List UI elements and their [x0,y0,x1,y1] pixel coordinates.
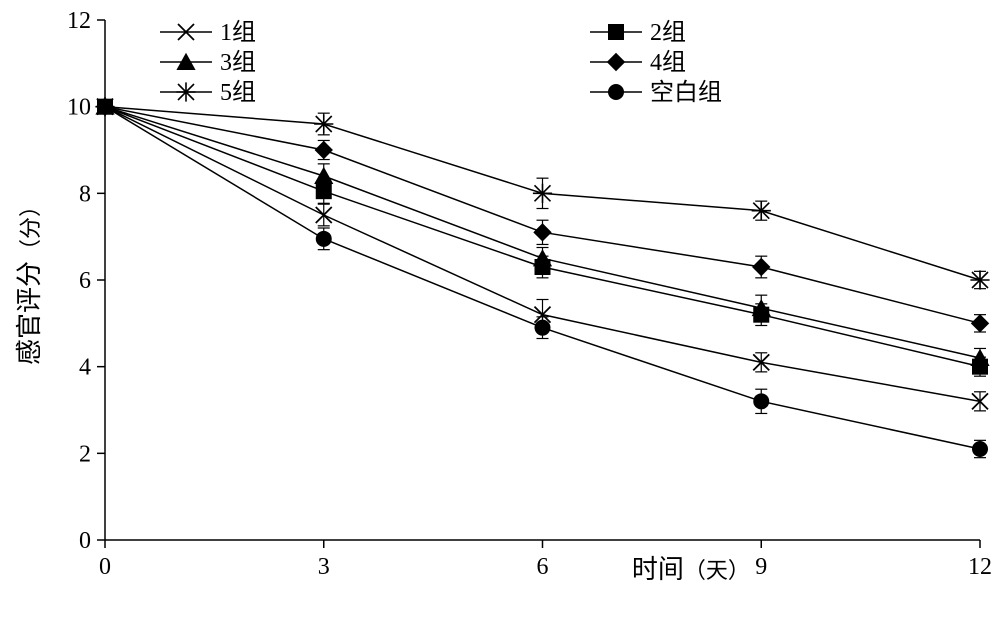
x-axis-title: 时间（天） [632,555,750,584]
marker-diamond [315,141,333,159]
legend-label-s3: 3组 [220,49,256,76]
marker-square [316,183,332,199]
y-tick-label: 12 [67,8,91,34]
marker-circle [753,393,769,409]
legend-label-s1: 1组 [220,19,256,46]
legend-label-s2: 2组 [650,19,686,46]
marker-circle [608,84,624,100]
x-tick-label: 9 [755,554,767,580]
y-axis-title: 感官评分（分） [15,195,44,365]
legend-label-s6: 空白组 [650,79,722,106]
marker-asterisk [314,114,333,133]
marker-circle [316,231,332,247]
marker-diamond [752,258,770,276]
x-tick-label: 0 [99,554,111,580]
x-tick-label: 3 [318,554,330,580]
y-tick-label: 8 [79,181,91,207]
marker-triangle [533,249,552,266]
marker-circle [972,441,988,457]
y-tick-label: 0 [79,528,91,554]
marker-circle [97,99,113,115]
marker-diamond [533,223,551,241]
marker-diamond [607,53,625,71]
legend-label-s4: 4组 [650,49,686,76]
y-tick-label: 6 [79,268,91,294]
error-bars [318,113,986,458]
marker-asterisk [752,201,771,220]
series-line-s4 [105,107,980,324]
y-tick-label: 4 [79,355,91,381]
legend: 1组 3组 5组 2组 4组空白组 [160,19,722,106]
x-tick-label: 6 [537,554,549,580]
marker-asterisk [970,270,989,289]
chart-container: 0 3 6 9 12 0 2 4 6 8 10 12 感官评分（分） 时间（天） 1组 3组 5组 2组 4组空白组 [0,0,1000,626]
marker-circle [535,320,551,336]
marker-diamond [971,314,989,332]
legend-label-s5: 5组 [220,79,256,106]
marker-triangle [314,167,333,184]
line-chart: 0 3 6 9 12 0 2 4 6 8 10 12 感官评分（分） 时间（天） 1组 3组 5组 2组 4组空白组 [0,0,1000,626]
marker-asterisk [533,184,552,203]
y-tick-label: 2 [79,441,91,467]
marker-asterisk [176,82,195,101]
marker-square [608,24,624,40]
marker-triangle [970,349,989,366]
y-tick-label: 10 [67,95,91,121]
x-tick-label: 12 [968,554,992,580]
